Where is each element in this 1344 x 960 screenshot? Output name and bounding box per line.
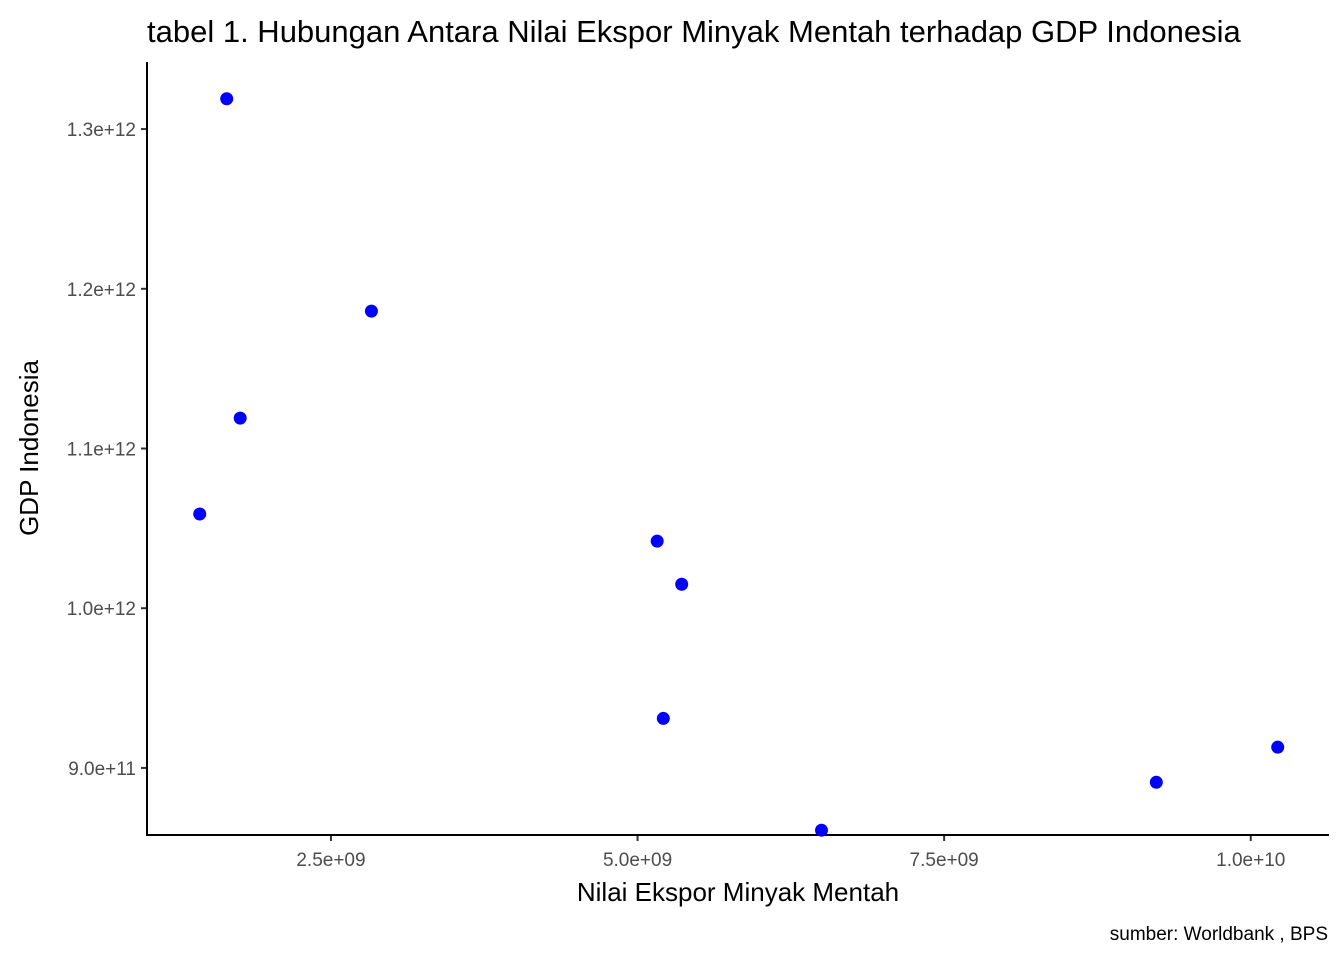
chart-title: tabel 1. Hubungan Antara Nilai Ekspor Mi… xyxy=(147,14,1241,49)
data-point xyxy=(675,577,689,591)
data-point xyxy=(233,411,247,425)
data-point xyxy=(650,534,664,548)
x-tick-label: 2.5e+09 xyxy=(296,850,365,871)
y-tick-label: 1.2e+12 xyxy=(67,280,136,301)
x-tick-label: 1.0e+10 xyxy=(1216,850,1285,871)
data-point xyxy=(364,304,378,318)
y-tick-label: 1.1e+12 xyxy=(67,440,136,461)
chart-caption: sumber: Worldbank , BPS xyxy=(1110,924,1328,945)
data-points xyxy=(193,92,1285,837)
x-tick-label: 7.5e+09 xyxy=(910,850,979,871)
y-tick-label: 1.0e+12 xyxy=(67,599,136,620)
data-point xyxy=(656,711,670,725)
y-tick-label: 1.3e+12 xyxy=(67,120,136,141)
y-axis-ticks: 9.0e+11 1.0e+12 1.1e+12 1.2e+12 1.3e+12 xyxy=(67,120,147,780)
data-point xyxy=(1271,740,1285,754)
y-tick-label: 9.0e+11 xyxy=(68,759,136,780)
x-axis-title: Nilai Ekspor Minyak Mentah xyxy=(577,877,899,907)
data-point xyxy=(815,823,829,837)
x-axis-ticks: 2.5e+09 5.0e+09 7.5e+09 1.0e+10 xyxy=(296,835,1285,871)
data-point xyxy=(193,507,207,521)
y-axis-title: GDP Indonesia xyxy=(14,360,44,536)
x-tick-label: 5.0e+09 xyxy=(603,850,672,871)
data-point xyxy=(1149,775,1163,789)
data-point xyxy=(220,92,234,106)
